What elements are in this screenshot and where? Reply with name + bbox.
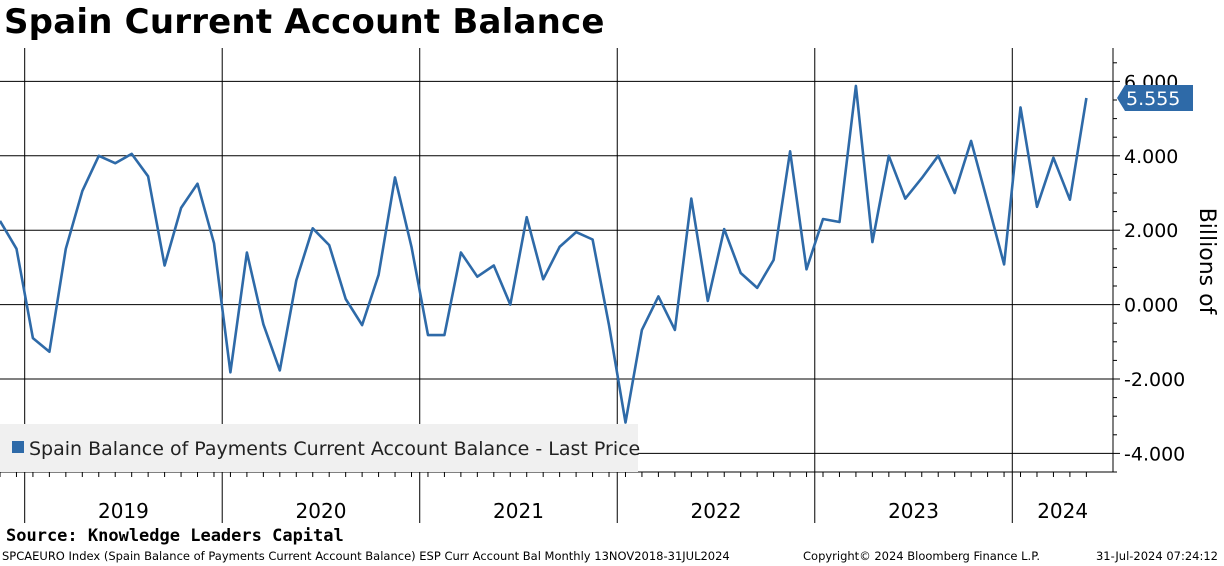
series-line-group [0, 84, 1088, 424]
y-tick-label: 0.000 [1124, 295, 1178, 317]
x-year-label: 2021 [493, 499, 544, 523]
y-tick-label: -2.000 [1124, 369, 1185, 391]
y-tick-label: 2.000 [1124, 220, 1178, 242]
footer-copyright: Copyright© 2024 Bloomberg Finance L.P. [803, 549, 1040, 563]
chart-title: Spain Current Account Balance [4, 2, 605, 42]
y-tick-label: -4.000 [1124, 443, 1185, 465]
x-year-label: 2022 [691, 499, 742, 523]
footer-series-info: SPCAEURO Index (Spain Balance of Payment… [2, 549, 730, 563]
legend: Spain Balance of Payments Current Accoun… [0, 424, 640, 472]
source-line: Source: Knowledge Leaders Capital [6, 526, 344, 546]
x-year-label: 2023 [888, 499, 939, 523]
legend-background [0, 424, 638, 472]
last-value-badge [1117, 84, 1193, 111]
last-value-marker: 5.555 [1117, 84, 1193, 111]
x-year-labels: 2019 2020 2021 2022 2023 2024 [98, 499, 1088, 523]
y-tick-label: 4.000 [1124, 146, 1178, 168]
x-year-label: 2019 [98, 499, 149, 523]
legend-swatch [12, 441, 24, 453]
footer-timestamp: 31-Jul-2024 07:24:12 [1095, 549, 1218, 563]
y-axis-label: Billions of [1194, 208, 1219, 316]
series-line [0, 84, 1088, 424]
x-year-label: 2020 [296, 499, 347, 523]
last-value-label: 5.555 [1126, 88, 1180, 110]
legend-series-label: Spain Balance of Payments Current Accoun… [29, 438, 640, 460]
x-year-label: 2024 [1037, 499, 1088, 523]
axes [0, 48, 1120, 477]
